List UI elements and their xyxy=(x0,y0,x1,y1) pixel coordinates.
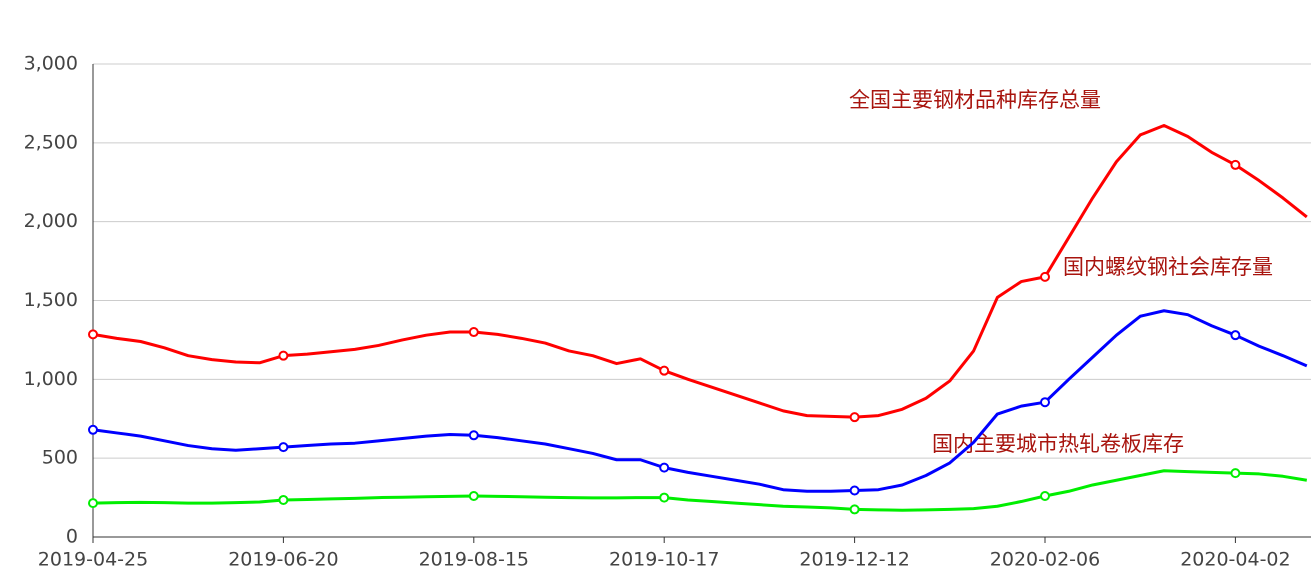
series-line xyxy=(92,123,1308,419)
x-tick-label: 2020-04-02 xyxy=(1180,549,1290,571)
point-marker xyxy=(88,498,98,509)
point-marker xyxy=(88,424,98,435)
point-marker xyxy=(1040,397,1050,408)
point-marker xyxy=(278,494,289,505)
series-line xyxy=(92,469,1308,512)
point-marker xyxy=(468,327,479,338)
annotation: 全国主要钢材品种库存总量 xyxy=(849,88,1101,112)
x-tick-label: 2019-10-17 xyxy=(609,549,719,571)
point-marker xyxy=(278,350,289,361)
point-marker xyxy=(659,492,670,503)
point-marker xyxy=(88,329,98,340)
point-marker xyxy=(468,430,479,441)
y-tick-label: 1,000 xyxy=(24,368,78,390)
y-tick-label: 2,500 xyxy=(24,131,78,153)
point-marker xyxy=(1040,271,1050,282)
series-line xyxy=(92,309,1308,493)
point-marker xyxy=(1230,468,1241,479)
annotation: 国内螺纹钢社会库存量 xyxy=(1063,255,1273,279)
point-marker xyxy=(278,442,289,453)
x-tick-label: 2019-12-12 xyxy=(799,549,909,571)
point-marker xyxy=(659,462,670,473)
point-marker xyxy=(468,491,479,502)
y-tick-label: 1,500 xyxy=(24,289,78,311)
point-marker xyxy=(849,485,860,496)
point-marker xyxy=(849,412,860,423)
point-marker xyxy=(1230,330,1241,341)
y-tick-label: 500 xyxy=(42,447,78,469)
point-marker xyxy=(659,365,670,376)
y-tick-label: 3,000 xyxy=(24,53,78,75)
x-tick-label: 2020-02-06 xyxy=(990,549,1100,571)
y-tick-label: 0 xyxy=(66,526,78,548)
y-tick-label: 2,000 xyxy=(24,210,78,232)
x-tick-label: 2019-06-20 xyxy=(228,549,338,571)
point-marker xyxy=(1040,491,1050,502)
point-marker xyxy=(1230,159,1241,170)
x-tick-label: 2019-08-15 xyxy=(419,549,529,571)
point-marker xyxy=(849,504,860,515)
x-tick-label: 2019-04-25 xyxy=(38,549,148,571)
